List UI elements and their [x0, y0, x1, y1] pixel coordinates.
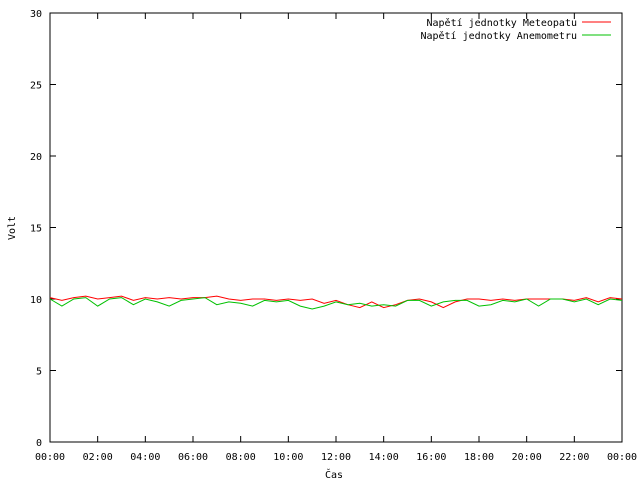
y-axis-label: Volt: [7, 216, 18, 240]
y-tick-label: 25: [30, 81, 42, 92]
x-axis-label: Čas: [325, 468, 343, 480]
x-tick-label: 00:00: [607, 452, 637, 463]
x-tick-label: 06:00: [178, 452, 208, 463]
series-layer: [49, 295, 623, 310]
x-tick-label: 10:00: [273, 452, 303, 463]
legend-label-0: Napětí jednotky Meteopatu: [426, 17, 577, 29]
legend-label-1: Napětí jednotky Anemometru: [420, 30, 577, 42]
x-tick-label: 02:00: [83, 452, 113, 463]
x-tick-label: 08:00: [226, 452, 256, 463]
x-tick-label: 00:00: [35, 452, 65, 463]
x-tick-label: 20:00: [512, 452, 542, 463]
ticks: 0 5 10 15 20 25 30 00:00 02:00 04:00 06:00 08:00 10:…: [30, 9, 637, 463]
y-tick-label: 30: [30, 9, 42, 20]
x-tick-label: 12:00: [321, 452, 351, 463]
plot-frame: [49, 12, 623, 443]
x-tick-label: 04:00: [130, 452, 160, 463]
y-tick-label: 15: [30, 224, 42, 235]
x-tick-label: 14:00: [369, 452, 399, 463]
y-tick-label: 20: [30, 152, 42, 163]
series-line-1: [49, 297, 623, 310]
y-tick-label: 10: [30, 295, 42, 306]
y-tick-label: 0: [36, 438, 42, 449]
x-tick-label: 22:00: [559, 452, 589, 463]
x-tick-label: 16:00: [416, 452, 446, 463]
x-tick-label: 18:00: [464, 452, 494, 463]
y-tick-label: 5: [36, 367, 42, 378]
